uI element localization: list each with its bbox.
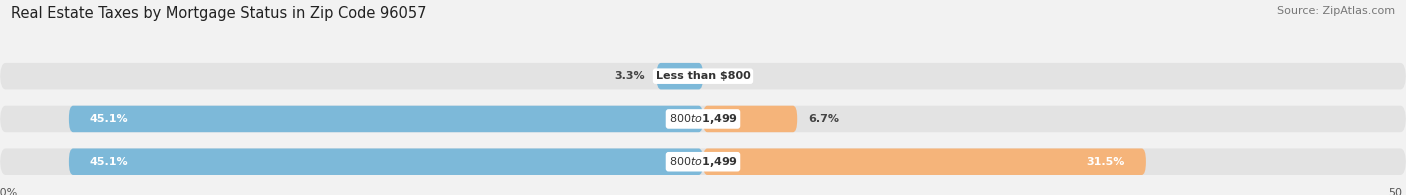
- Text: 0.0%: 0.0%: [714, 71, 745, 81]
- FancyBboxPatch shape: [0, 63, 1406, 90]
- FancyBboxPatch shape: [703, 148, 1146, 175]
- Text: 3.3%: 3.3%: [614, 71, 645, 81]
- Text: 45.1%: 45.1%: [90, 114, 128, 124]
- FancyBboxPatch shape: [0, 106, 1406, 132]
- Text: 45.1%: 45.1%: [90, 157, 128, 167]
- Text: 31.5%: 31.5%: [1087, 157, 1125, 167]
- Text: $800 to $1,499: $800 to $1,499: [668, 155, 738, 169]
- FancyBboxPatch shape: [69, 106, 703, 132]
- FancyBboxPatch shape: [657, 63, 703, 90]
- Text: Source: ZipAtlas.com: Source: ZipAtlas.com: [1277, 6, 1395, 16]
- Text: Real Estate Taxes by Mortgage Status in Zip Code 96057: Real Estate Taxes by Mortgage Status in …: [11, 6, 427, 21]
- Text: $800 to $1,499: $800 to $1,499: [668, 112, 738, 126]
- Text: Less than $800: Less than $800: [655, 71, 751, 81]
- FancyBboxPatch shape: [703, 106, 797, 132]
- Text: 6.7%: 6.7%: [808, 114, 839, 124]
- FancyBboxPatch shape: [0, 148, 1406, 175]
- FancyBboxPatch shape: [69, 148, 703, 175]
